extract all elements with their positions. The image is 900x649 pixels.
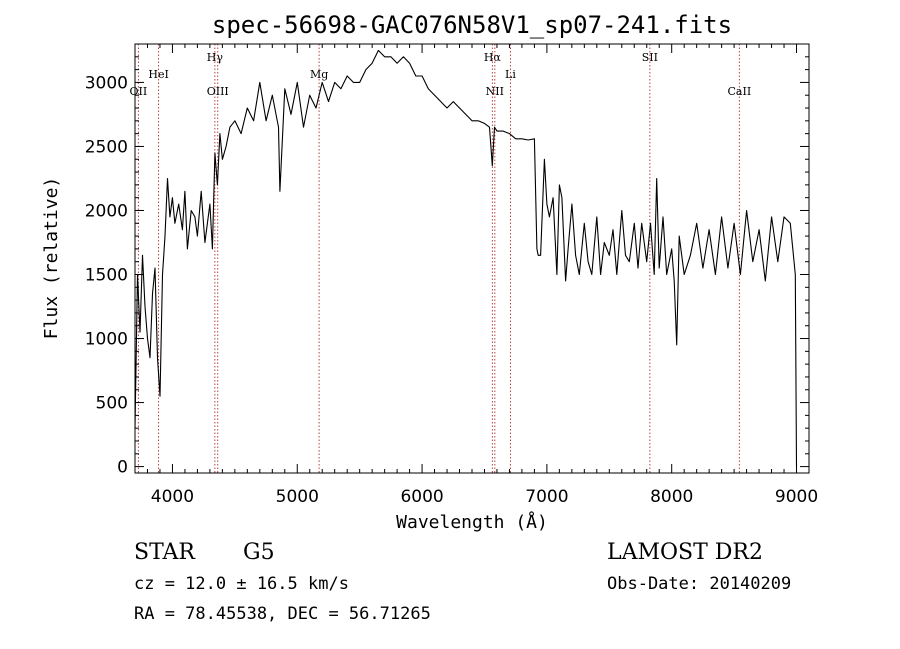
y-axis: 0 500 1000 1500 2000 2500 3000 (85, 43, 809, 478)
x-tick-label: 7000 (525, 487, 568, 507)
y-axis-label: Flux (relative) (41, 177, 62, 340)
y-tick-label: 2500 (85, 137, 128, 157)
emission-line-label: Hα (484, 51, 502, 64)
emission-line-label: Li (505, 68, 516, 81)
x-axis-label: Wavelength (Å) (396, 511, 548, 533)
y-tick-label: 1500 (85, 266, 128, 286)
y-tick-label: 3000 (85, 73, 128, 93)
y-tick-label: 0 (117, 458, 128, 478)
observation-date: Obs-Date: 20140209 (607, 574, 792, 594)
emission-line-label: Mg (310, 68, 328, 81)
y-tick-label: 1000 (85, 330, 128, 350)
x-tick-label: 6000 (400, 487, 443, 507)
chart-title: spec-56698-GAC076N58V1_sp07-241.fits (212, 11, 732, 39)
survey-name: LAMOST DR2 (607, 540, 763, 565)
x-tick-label: 8000 (650, 487, 693, 507)
emission-line-label: HeI (148, 68, 168, 81)
object-class: STAR (134, 540, 195, 565)
x-axis: 4000 5000 6000 7000 8000 9000 (134, 44, 818, 507)
emission-line-label: Hγ (207, 51, 224, 64)
emission-line-label: SII (642, 51, 658, 64)
emission-line-label: CaII (728, 85, 752, 98)
emission-line-label: OIII (207, 85, 229, 98)
x-tick-label: 5000 (276, 487, 319, 507)
object-subclass: G5 (243, 540, 275, 565)
emission-line-label: NII (486, 85, 504, 98)
spectrum-series (134, 49, 798, 467)
y-tick-label: 2000 (85, 201, 128, 221)
redshift-cz: cz = 12.0 ± 16.5 km/s (134, 574, 349, 594)
emission-line-label: OII (130, 85, 148, 98)
plot-frame (134, 43, 810, 474)
y-tick-label: 500 (96, 394, 128, 414)
coordinates: RA = 78.45538, DEC = 56.71265 (134, 604, 431, 624)
x-tick-label: 4000 (151, 487, 194, 507)
x-tick-label: 9000 (775, 487, 818, 507)
